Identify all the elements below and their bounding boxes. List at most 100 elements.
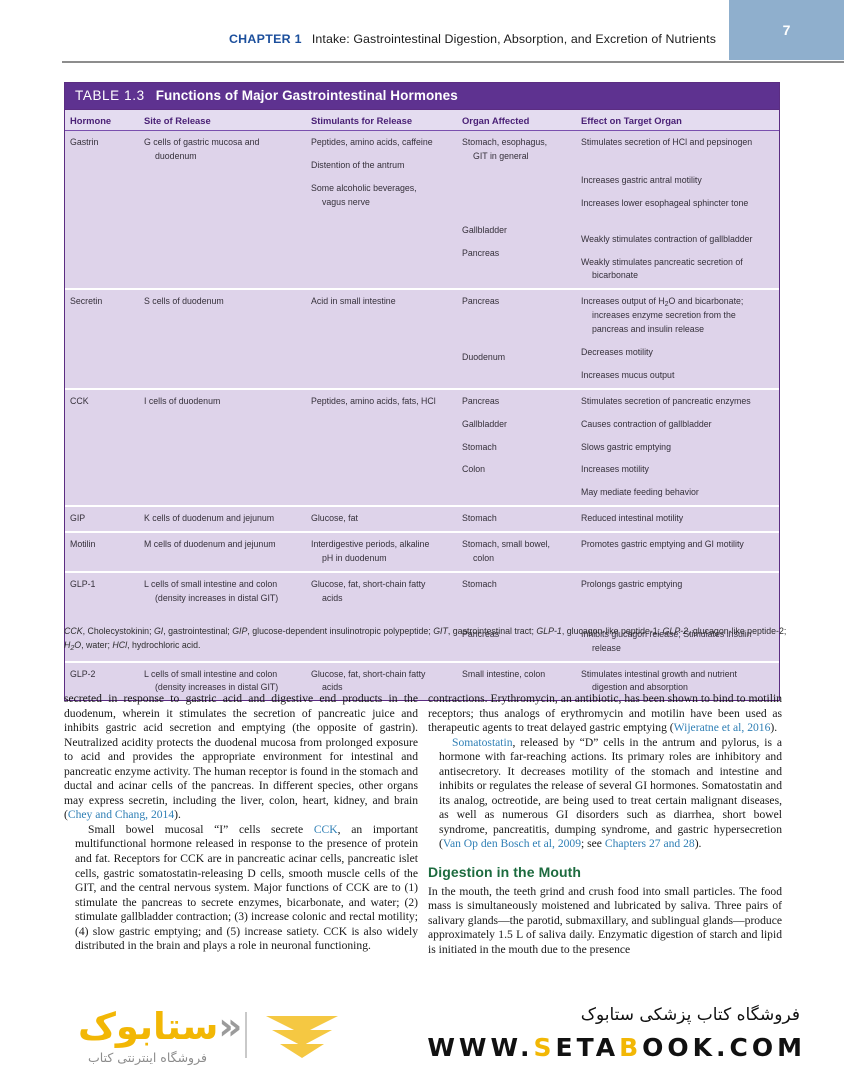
cell-site: M cells of duodenum and jejunum [139, 531, 306, 572]
spacer [581, 247, 773, 256]
effect-item: Causes contraction of gallbladder [581, 418, 712, 429]
url-eta: ETA [555, 1033, 620, 1062]
citation-link[interactable]: Wijeratne et al, 2016 [673, 721, 771, 735]
spacer [462, 238, 570, 247]
cell-effect: Prolongs gastric emptying Inhibits gluca… [576, 570, 779, 662]
cell-organ: Stomach, small bowel, colon [457, 531, 576, 572]
spacer [581, 432, 773, 441]
effect-item: Increases gastric antral motility [581, 174, 702, 185]
table-row: GIP K cells of duodenum and jejunum Gluc… [65, 505, 779, 533]
hormones-table: Hormone Site of Release Stimulants for R… [65, 110, 779, 701]
term-link-somatostatin[interactable]: Somatostatin [452, 735, 513, 749]
brand-url[interactable]: WWW.SETABOOK.COM [427, 1033, 806, 1062]
abbr-gi: GI [153, 626, 164, 636]
col-header-effect: Effect on Target Organ [576, 110, 779, 131]
effect-item: Stimulates secretion of pancreatic enzym… [581, 395, 751, 406]
cell-effect: Stimulates intestinal growth and nutrien… [576, 660, 779, 701]
effect-item: Increases output of H2O and bicarbonate;… [581, 296, 744, 335]
effect-item: Stimulates secretion of HCl and pepsinog… [581, 137, 753, 147]
col-header-organ: Organ Affected [457, 110, 576, 131]
cell-site: L cells of small intestine and colon (den… [139, 570, 306, 662]
paragraph-text: , released by “D” cells in the antrum an… [439, 735, 782, 851]
cell-site: G cells of gastric mucosa and duodenum [139, 130, 306, 290]
spacer [462, 454, 570, 463]
organ-item: Pancreas [462, 247, 500, 258]
cell-effect: Stimulates secretion of HCl and pepsinog… [576, 130, 779, 290]
body-column-left: secreted in response to gastric acid and… [64, 692, 418, 954]
col-header-hormone: Hormone [65, 110, 139, 131]
cross-reference-link[interactable]: Chapters 27 and 28 [604, 837, 695, 851]
cell-hormone: Secretin [65, 288, 139, 389]
abbr-glp2: GLP-2 [662, 626, 689, 636]
citation-link[interactable]: Chey and Chang, 2014 [67, 808, 175, 822]
paragraph-text: ). [770, 721, 778, 735]
cell-effect: Reduced intestinal motility [576, 505, 779, 533]
table-head: Hormone Site of Release Stimulants for R… [65, 110, 779, 131]
setabook-logo: «ستابوک [78, 1008, 242, 1045]
cell-hormone: GLP-2 [65, 660, 139, 701]
citation-link[interactable]: Van Op den Bosch et al, 2009 [442, 837, 582, 851]
cell-hormone: GIP [65, 505, 139, 533]
term-link-cck[interactable]: CCK [313, 822, 338, 836]
header-divider-rule [62, 61, 844, 63]
cell-hormone: GLP-1 [65, 570, 139, 662]
abbr-glp1: GLP-1 [536, 626, 562, 636]
logo-word-text: ستابوک [78, 1005, 219, 1048]
cell-site: L cells of small intestine and colon (den… [139, 660, 306, 701]
effect-item: Inhibits glucagon release; Stimulates in… [581, 628, 752, 653]
paragraph-somatostatin: Somatostatin, released by “D” cells in t… [428, 736, 782, 852]
cell-stimulants: Acid in small intestine [306, 288, 457, 389]
url-suffix: OOK.COM [642, 1033, 806, 1062]
table-row: GLP-1 L cells of small intestine and col… [65, 570, 779, 662]
logo-chevron-icon [266, 1016, 338, 1058]
paragraph-text: secreted in response to gastric acid and… [64, 692, 418, 822]
url-letter-b: B [619, 1033, 643, 1062]
organ-item: Stomach [462, 578, 497, 589]
spacer [311, 173, 451, 182]
table-row: Secretin S cells of duodenum Acid in sma… [65, 288, 779, 389]
spacer [462, 409, 570, 418]
organ-item: Gallbladder [462, 418, 507, 429]
cell-organ: Stomach, esophagus, GIT in general Gallbl… [457, 130, 576, 290]
logo-subtitle: فروشگاه اینترنتی کتاب [88, 1050, 207, 1065]
effect-item: Increases motility [581, 464, 649, 475]
abbr-cck: CCK [64, 626, 83, 636]
effect-item: Increases mucus output [581, 369, 675, 380]
organ-item: Stomach, esophagus, GIT in general [462, 137, 548, 161]
spacer [581, 337, 773, 346]
watermark-footer [0, 995, 844, 1080]
paragraph-motilin: contractions. Erythromycin, an antibioti… [428, 692, 782, 736]
cell-stimulants: Glucose, fat, short-chain fatty acids [306, 660, 457, 701]
spacer [581, 360, 773, 369]
effect-item: Increases lower esophageal sphincter ton… [581, 197, 749, 208]
brand-tagline-fa: فروشگاه کتاب پزشکی ستابوک [580, 1005, 800, 1025]
logo-divider [245, 1012, 247, 1058]
spacer [462, 164, 570, 173]
cell-stimulants: Peptides, amino acids, fats, HCl [306, 387, 457, 507]
table-footnote: CCK, Cholecystokinin; GI, gastrointestin… [64, 626, 787, 653]
cell-stimulants: Peptides, amino acids, caffeine Distenti… [306, 130, 457, 290]
site-line-1: G cells of gastric mucosa and [144, 137, 260, 147]
abbr-h2o: H2O [64, 640, 82, 653]
body-column-right: contractions. Erythromycin, an antibioti… [428, 692, 782, 957]
col-header-site: Site of Release [139, 110, 306, 131]
effect-item: Slows gastric emptying [581, 441, 671, 452]
spacer [581, 409, 773, 418]
spacer [462, 309, 570, 351]
organ-item: Colon [462, 464, 485, 475]
url-letter-s: S [533, 1033, 556, 1062]
spacer [462, 592, 570, 628]
cell-stimulants: Glucose, fat [306, 505, 457, 533]
abbr-gip: GIP [232, 626, 248, 636]
effect-item: Weakly stimulates contraction of gallbla… [581, 233, 753, 244]
spacer [462, 173, 570, 182]
stimulant-item: Some alcoholic beverages, vagus nerve [311, 182, 417, 207]
effect-item: May mediate feeding behavior [581, 487, 699, 498]
spacer [311, 150, 451, 159]
organ-item: Pancreas [462, 628, 500, 639]
cell-stimulants: Interdigestive periods, alkaline pH in du… [306, 531, 457, 572]
paragraph-mouth: In the mouth, the teeth grind and crush … [428, 884, 782, 956]
table-header-row: Hormone Site of Release Stimulants for R… [65, 110, 779, 131]
spacer [581, 592, 773, 628]
